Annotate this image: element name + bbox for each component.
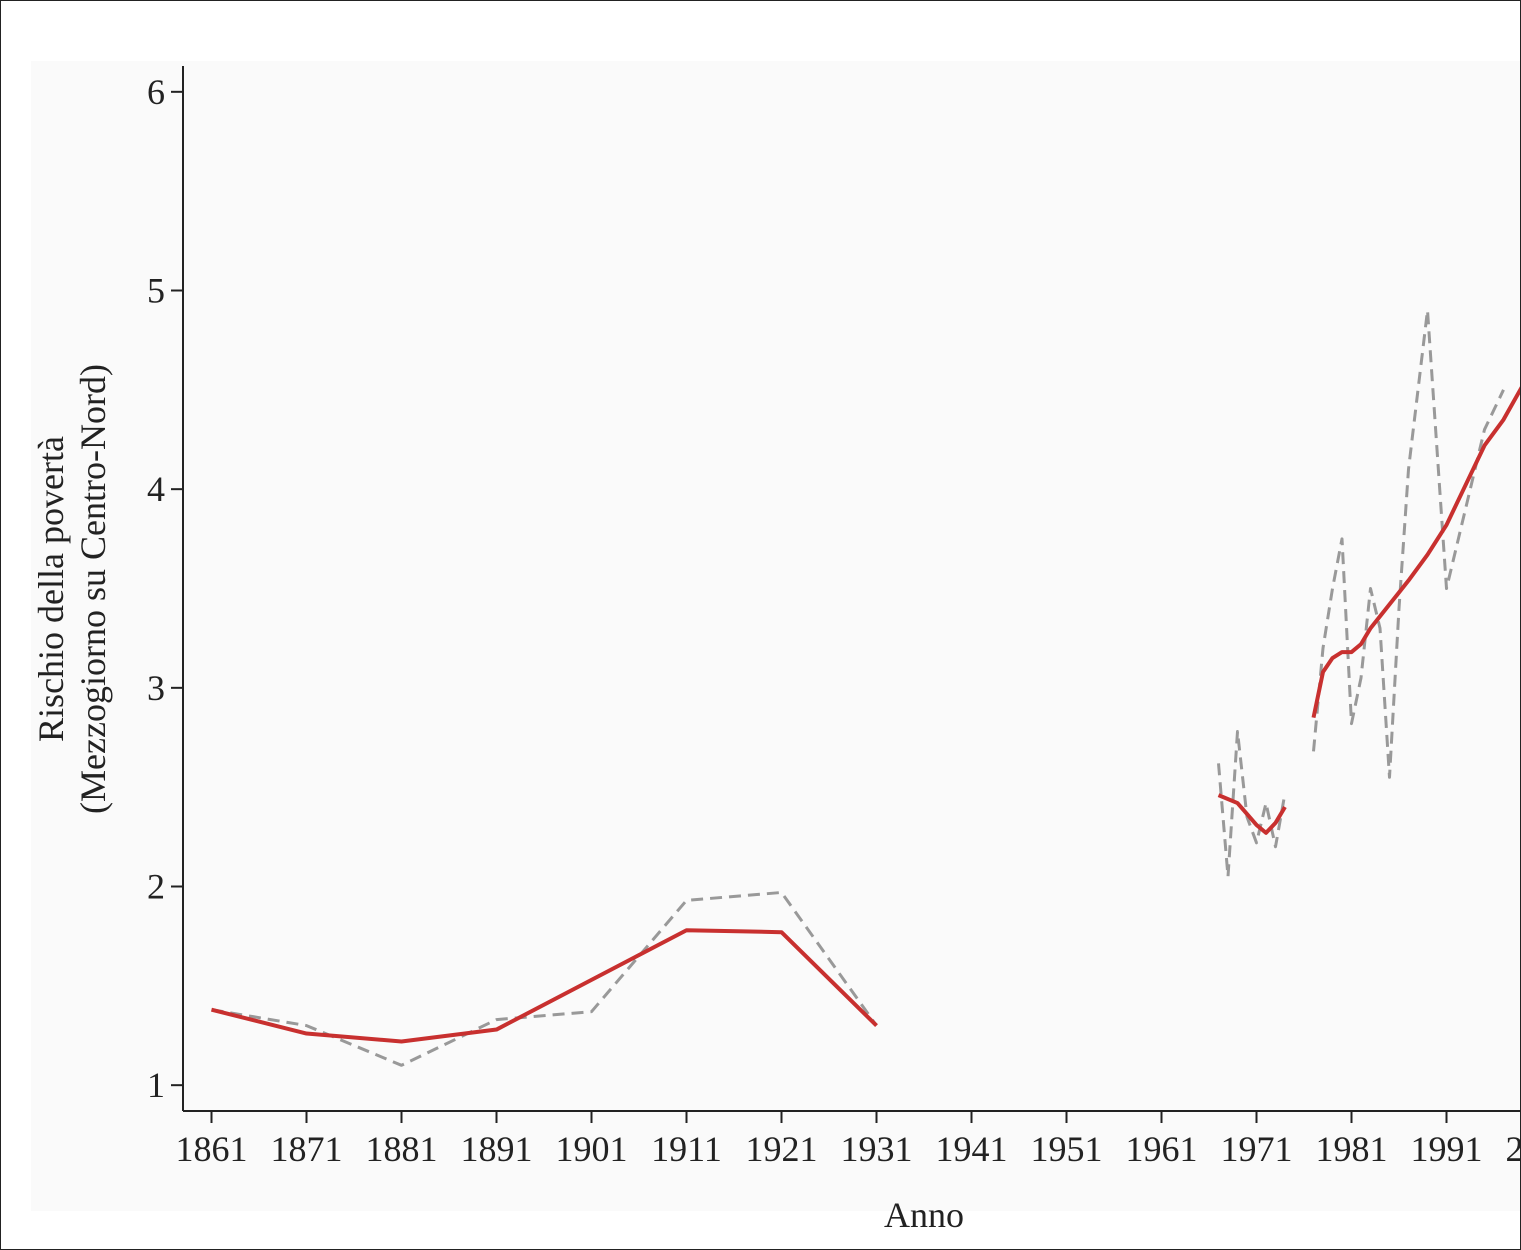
x-tick-label: 1861 [176, 1129, 248, 1169]
y-tick-label: 2 [147, 867, 165, 907]
x-tick-label: 1941 [936, 1129, 1008, 1169]
x-tick-label: 1871 [271, 1129, 343, 1169]
x-tick-label: 2001 [1506, 1129, 1521, 1169]
series-line [211, 386, 1520, 1044]
x-axis-label: Anno [884, 1195, 964, 1235]
x-tick-label: 1881 [366, 1129, 438, 1169]
y-tick-label: 1 [147, 1065, 165, 1105]
x-tick-label: 1921 [746, 1129, 818, 1169]
x-tick-label: 1911 [651, 1129, 722, 1169]
y-axis-label: (Mezzogiorno su Centro-Nord) [73, 364, 113, 814]
x-tick-label: 1961 [1126, 1129, 1198, 1169]
x-tick-label: 1931 [841, 1129, 913, 1169]
x-tick-label: 1991 [1411, 1129, 1483, 1169]
x-tick-label: 1971 [1221, 1129, 1293, 1169]
y-tick-label: 6 [147, 72, 165, 112]
y-axis-label: Rischio della povertà [31, 436, 71, 742]
series-line [211, 308, 1505, 1067]
plot-background [31, 61, 1520, 1211]
x-tick-label: 1951 [1031, 1129, 1103, 1169]
x-tick-label: 1891 [461, 1129, 533, 1169]
y-tick-label: 4 [147, 469, 165, 509]
y-tick-label: 3 [147, 668, 165, 708]
x-tick-label: 1981 [1316, 1129, 1388, 1169]
x-tick-label: 1901 [556, 1129, 628, 1169]
y-tick-label: 5 [147, 270, 165, 310]
